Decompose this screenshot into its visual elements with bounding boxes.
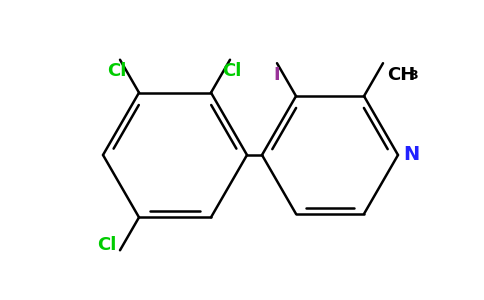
Text: Cl: Cl — [107, 62, 127, 80]
Text: N: N — [403, 146, 419, 164]
Text: 3: 3 — [409, 69, 418, 82]
Text: Cl: Cl — [222, 62, 242, 80]
Text: Cl: Cl — [98, 236, 117, 254]
Text: CH: CH — [387, 66, 415, 84]
Text: I: I — [273, 66, 280, 84]
